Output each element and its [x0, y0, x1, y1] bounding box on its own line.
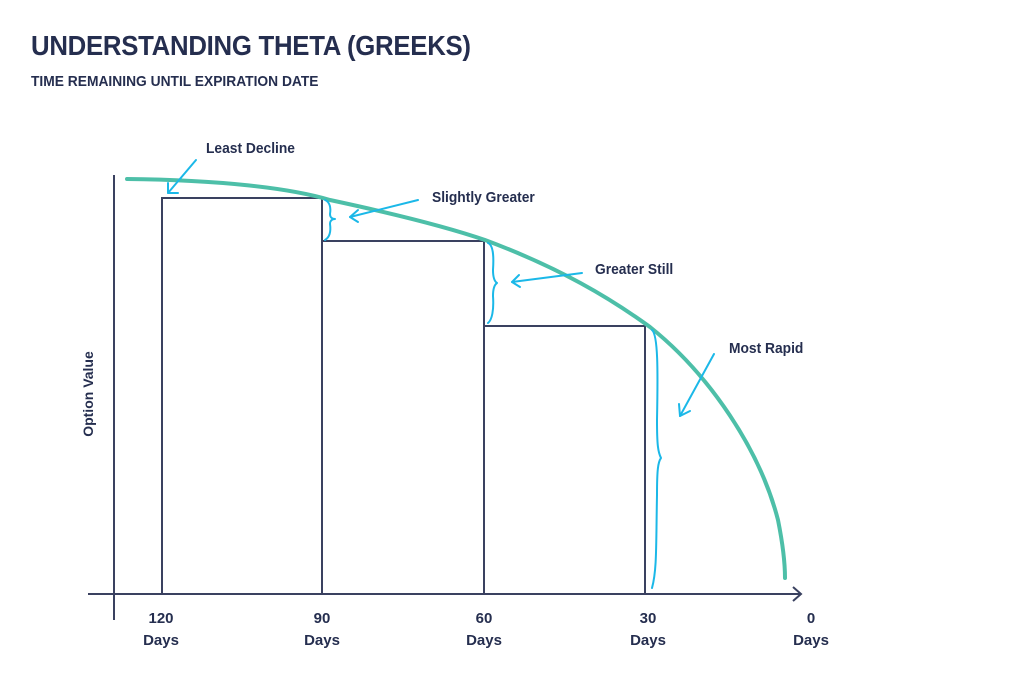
tick-unit: Days	[304, 632, 340, 649]
slightly-greater-brace-icon	[324, 199, 336, 241]
tick-value: 0	[806, 610, 816, 627]
x-tick-90: 90 Days	[292, 608, 352, 652]
annotation-marks	[167, 159, 715, 589]
page-subtitle: TIME REMAINING UNTIL EXPIRATION DATE	[31, 73, 319, 90]
bar-60-days	[484, 325, 646, 594]
tick-value: 120	[148, 610, 174, 627]
x-axis-arrowhead-icon	[792, 586, 803, 602]
x-tick-0: 0 Days	[781, 608, 841, 652]
axes	[88, 175, 803, 620]
annotation-slightly-greater: Slightly Greater	[432, 189, 535, 206]
x-tick-60: 60 Days	[454, 608, 514, 652]
tick-unit: Days	[793, 632, 829, 649]
tick-unit: Days	[143, 632, 179, 649]
y-axis-label: Option Value	[80, 351, 96, 437]
most-rapid-arrow-icon	[679, 353, 715, 417]
annotation-greater-still: Greater Still	[595, 261, 674, 278]
tick-unit: Days	[630, 632, 666, 649]
tick-value: 30	[639, 610, 657, 627]
annotation-least-decline: Least Decline	[206, 140, 295, 157]
x-tick-120: 120 Days	[131, 608, 191, 652]
slightly-greater-arrow-icon	[349, 199, 419, 218]
theta-decay-curve	[125, 177, 787, 580]
page-title: UNDERSTANDING THETA (GREEKS)	[31, 30, 471, 61]
greater-still-brace-icon	[487, 242, 498, 324]
bar-120-days	[161, 197, 323, 594]
tick-value: 60	[475, 610, 493, 627]
tick-unit: Days	[466, 632, 502, 649]
most-rapid-brace-icon	[651, 329, 662, 589]
tick-value: 90	[313, 610, 331, 627]
step-bars	[161, 197, 646, 594]
bar-90-days	[322, 240, 485, 594]
annotation-most-rapid: Most Rapid	[729, 340, 804, 357]
x-tick-30: 30 Days	[618, 608, 678, 652]
least-decline-arrow-icon	[167, 159, 197, 194]
greater-still-arrow-icon	[511, 272, 583, 283]
